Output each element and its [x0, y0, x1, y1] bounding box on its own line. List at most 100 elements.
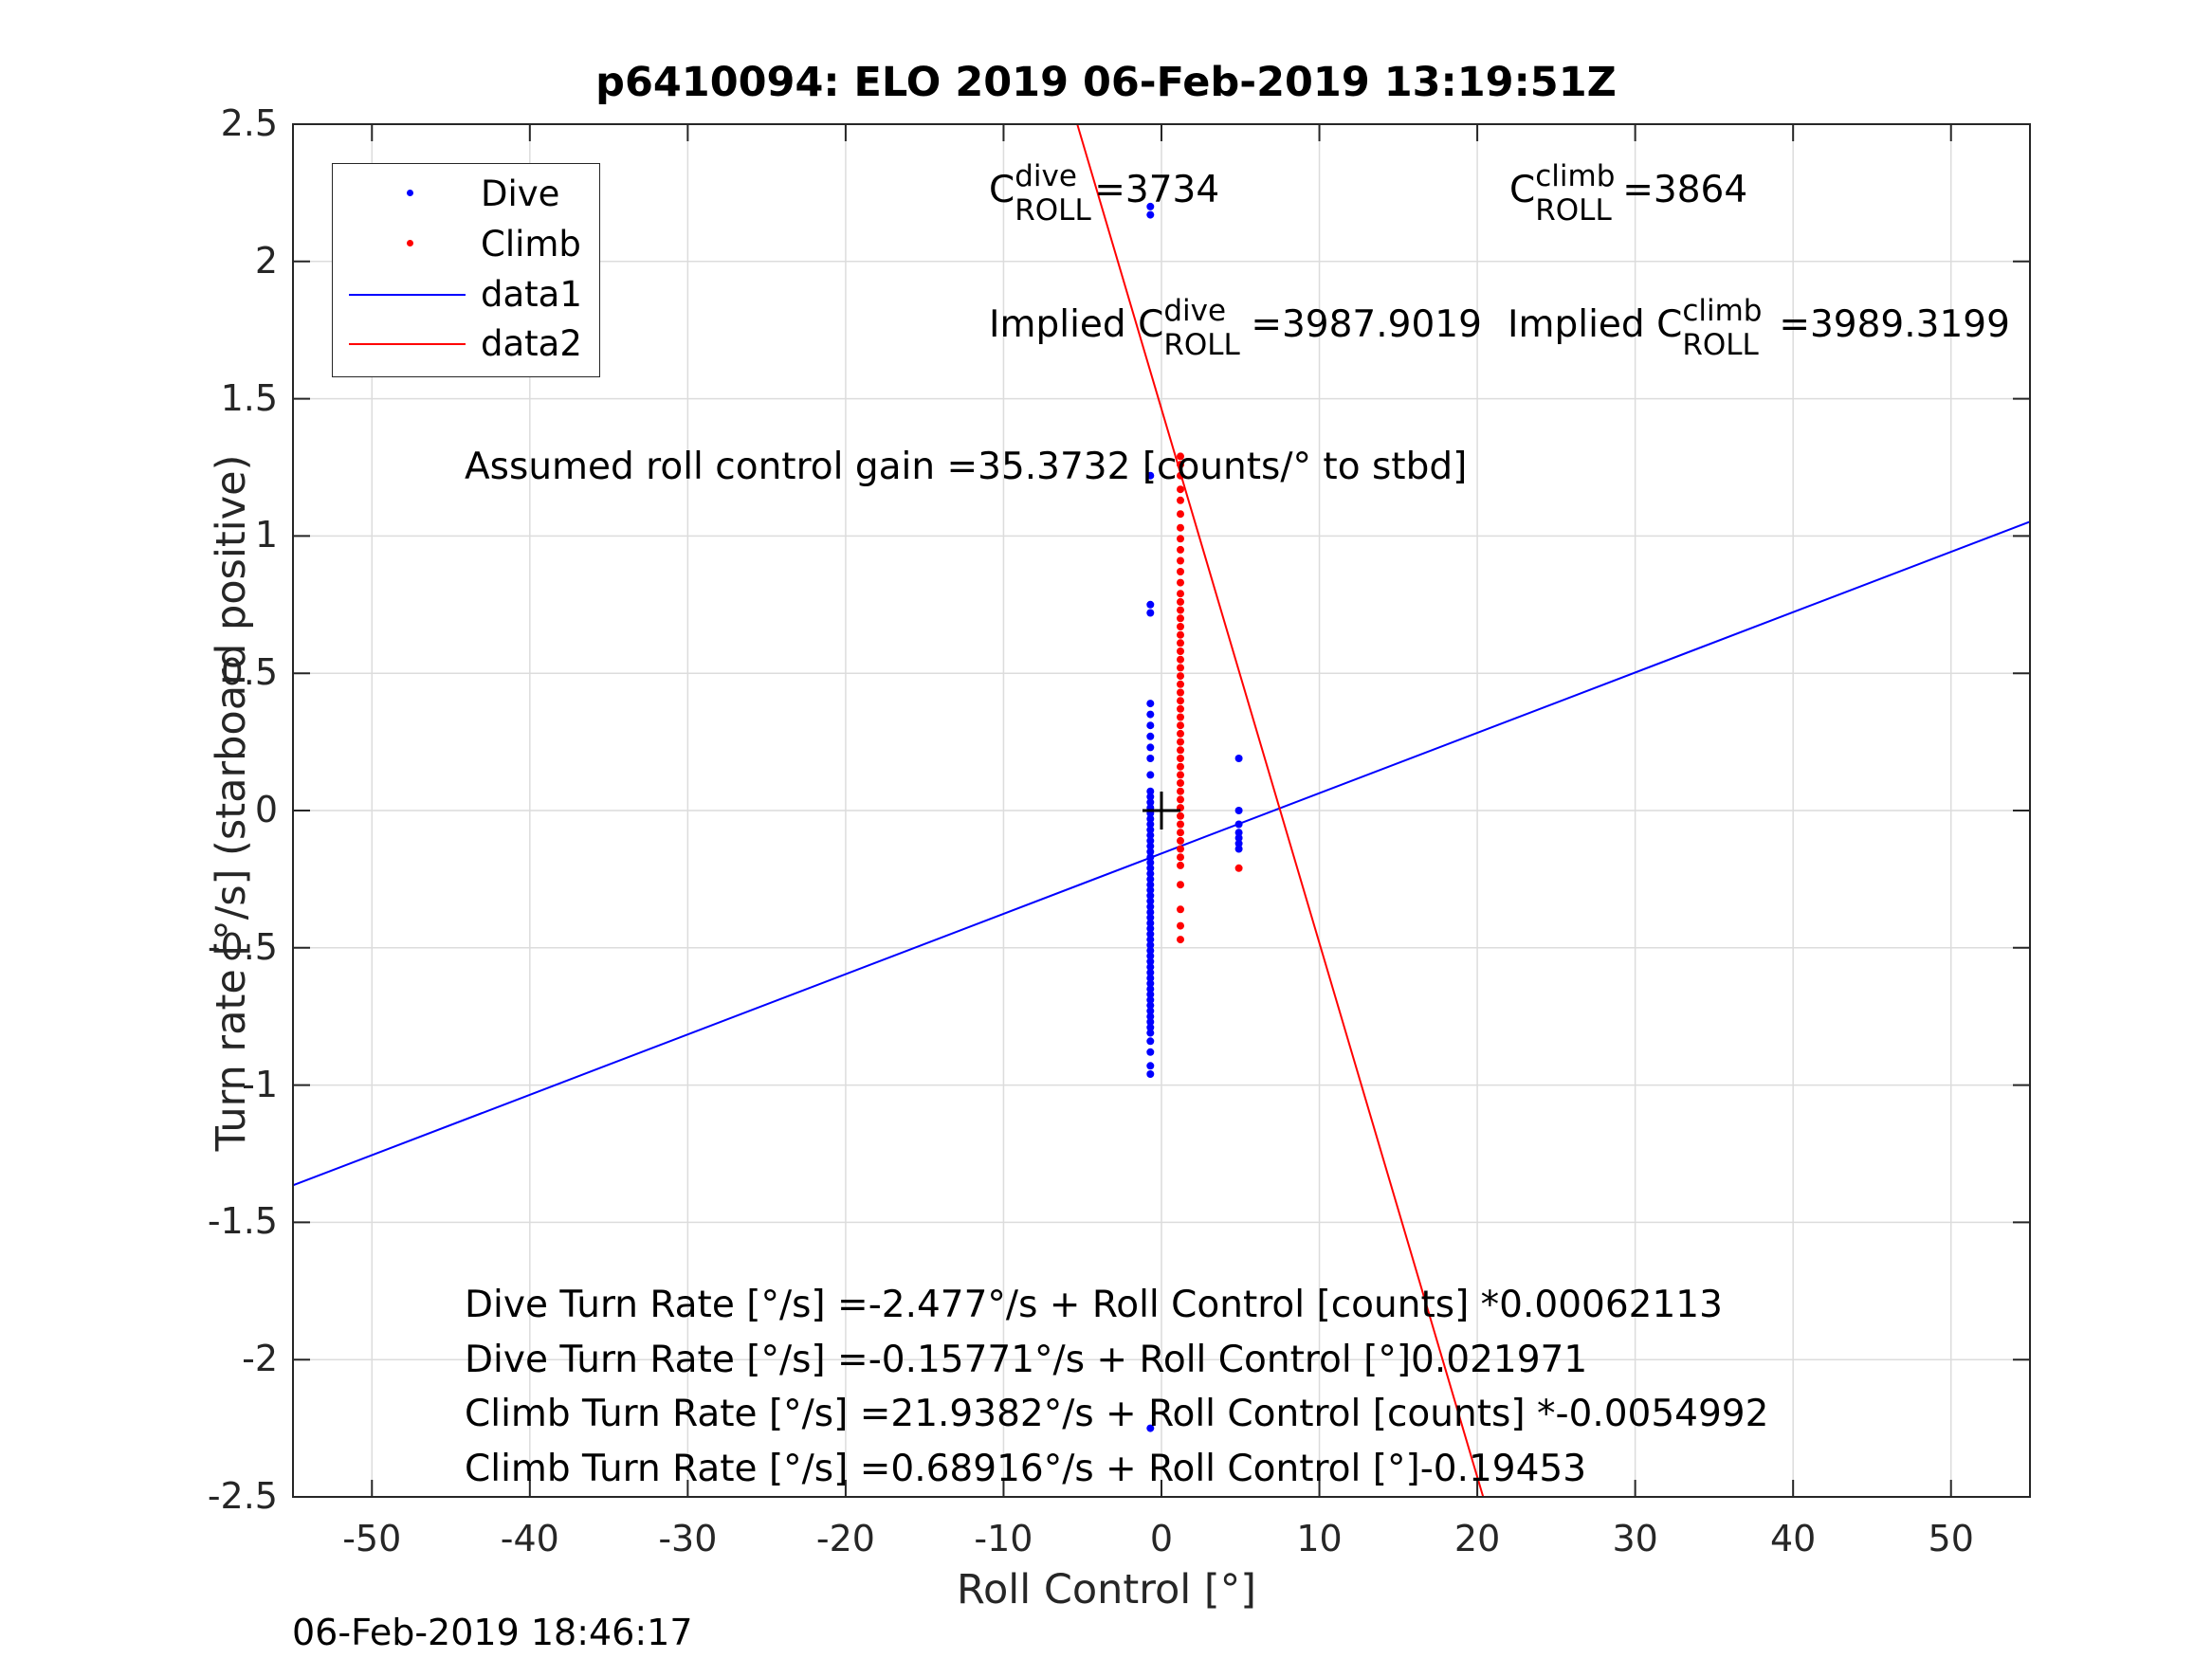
annotation-implied-dive-sup: dive [1163, 294, 1227, 328]
point-dive [1146, 787, 1155, 795]
point-dive [1234, 845, 1243, 853]
point-dive [1146, 897, 1155, 905]
point-dive [1146, 743, 1155, 752]
point-climb [1177, 905, 1184, 914]
point-climb [1177, 853, 1184, 862]
x-tick-label: -30 [658, 1518, 718, 1559]
x-axis-label: Roll Control [°] [957, 1566, 1256, 1613]
point-dive [1146, 836, 1155, 845]
series-points [1146, 202, 1243, 1432]
point-dive [1146, 814, 1155, 823]
annotation-gain: Assumed roll control gain =35.3732 [coun… [465, 446, 1468, 488]
annotation-implied-dive: Implied C dive ROLL =3987.9019 [989, 294, 1482, 362]
point-dive [1146, 755, 1155, 762]
point-dive [1146, 826, 1155, 834]
point-climb [1177, 795, 1184, 804]
point-dive [1146, 936, 1155, 944]
legend: Dive Climb data1 data2 [332, 163, 600, 377]
point-climb [1177, 836, 1184, 845]
point-dive [1146, 771, 1155, 779]
point-climb [1177, 672, 1184, 681]
x-tick-label: 50 [1928, 1518, 1974, 1559]
y-tick-label: 2 [254, 239, 278, 282]
point-climb [1177, 623, 1184, 630]
point-dive [1146, 1023, 1155, 1031]
point-climb [1177, 523, 1184, 532]
point-dive [1146, 930, 1155, 939]
x-tick-label: -40 [500, 1518, 559, 1559]
point-dive [1146, 700, 1155, 708]
point-dive [1234, 839, 1243, 848]
point-climb [1177, 680, 1184, 688]
point-dive [1146, 968, 1155, 976]
point-dive [1146, 721, 1155, 730]
point-climb [1177, 496, 1184, 504]
legend-dive-label: Dive [481, 173, 560, 214]
y-tick-label: -2.5 [207, 1475, 278, 1517]
point-dive [1146, 902, 1155, 911]
annotation-implied-climb-sub: ROLL [1682, 328, 1759, 362]
point-climb [1177, 597, 1184, 606]
point-climb [1177, 545, 1184, 554]
point-dive [1146, 891, 1155, 900]
point-climb [1177, 771, 1184, 779]
point-dive [1146, 940, 1155, 949]
point-dive [1146, 820, 1155, 829]
legend-dive-marker [407, 190, 413, 196]
annotation-c-roll-climb-value: =3864 [1622, 169, 1748, 211]
point-dive [1146, 974, 1155, 982]
point-dive [1146, 710, 1155, 719]
legend-data1-label: data1 [481, 274, 582, 315]
point-dive [1146, 875, 1155, 884]
x-tick-label: 0 [1149, 1518, 1174, 1559]
point-dive [1146, 991, 1155, 998]
point-dive [1234, 834, 1243, 842]
timestamp: 06-Feb-2019 18:46:17 [292, 1612, 693, 1653]
point-dive [1234, 829, 1243, 837]
point-dive [1146, 952, 1155, 960]
point-climb [1177, 461, 1184, 469]
point-climb [1177, 729, 1184, 738]
annotation-c-roll-climb: C climb ROLL =3864 [1509, 159, 1748, 228]
point-climb [1177, 820, 1184, 829]
point-climb [1177, 590, 1184, 598]
point-dive [1146, 995, 1155, 1004]
annotation-implied-climb-sup: climb [1682, 294, 1763, 328]
x-tick-label: -50 [342, 1518, 402, 1559]
point-dive [1146, 1007, 1155, 1015]
point-dive [1146, 881, 1155, 889]
annotation-c-roll-dive-sub: ROLL [1015, 193, 1091, 228]
y-tick-label: 1.5 [220, 376, 278, 419]
point-climb [1177, 845, 1184, 853]
point-dive [1146, 985, 1155, 994]
annotation-implied-dive-sub: ROLL [1163, 328, 1240, 362]
point-climb [1177, 779, 1184, 787]
point-dive [1146, 732, 1155, 740]
point-dive [1146, 1001, 1155, 1010]
annotation-c-roll-dive-value: =3734 [1094, 169, 1220, 211]
point-dive [1146, 1029, 1155, 1037]
point-climb [1177, 762, 1184, 771]
series-line-data2 [1076, 123, 1485, 1498]
series-lines [292, 123, 2031, 1498]
point-climb [1177, 535, 1184, 543]
point-climb [1177, 630, 1184, 639]
y-tick-label: -1.5 [207, 1200, 278, 1243]
x-tick-label: 20 [1453, 1518, 1501, 1559]
y-tick-label: 0 [254, 789, 278, 830]
annotation-c-roll-climb-base: C [1509, 169, 1536, 211]
x-tick-label: -10 [974, 1518, 1033, 1559]
x-tick-label: -20 [815, 1518, 875, 1559]
point-climb [1177, 787, 1184, 795]
y-tick-label: 1 [254, 514, 278, 556]
annotation-c-roll-climb-sup: climb [1535, 159, 1616, 193]
point-dive [1146, 864, 1155, 872]
point-dive [1146, 471, 1155, 480]
annotation-implied-dive-value: =3987.9019 [1251, 303, 1482, 346]
point-dive [1146, 1048, 1155, 1056]
point-climb [1177, 452, 1184, 461]
point-climb [1177, 556, 1184, 565]
point-dive [1146, 919, 1155, 927]
point-climb [1177, 861, 1184, 869]
